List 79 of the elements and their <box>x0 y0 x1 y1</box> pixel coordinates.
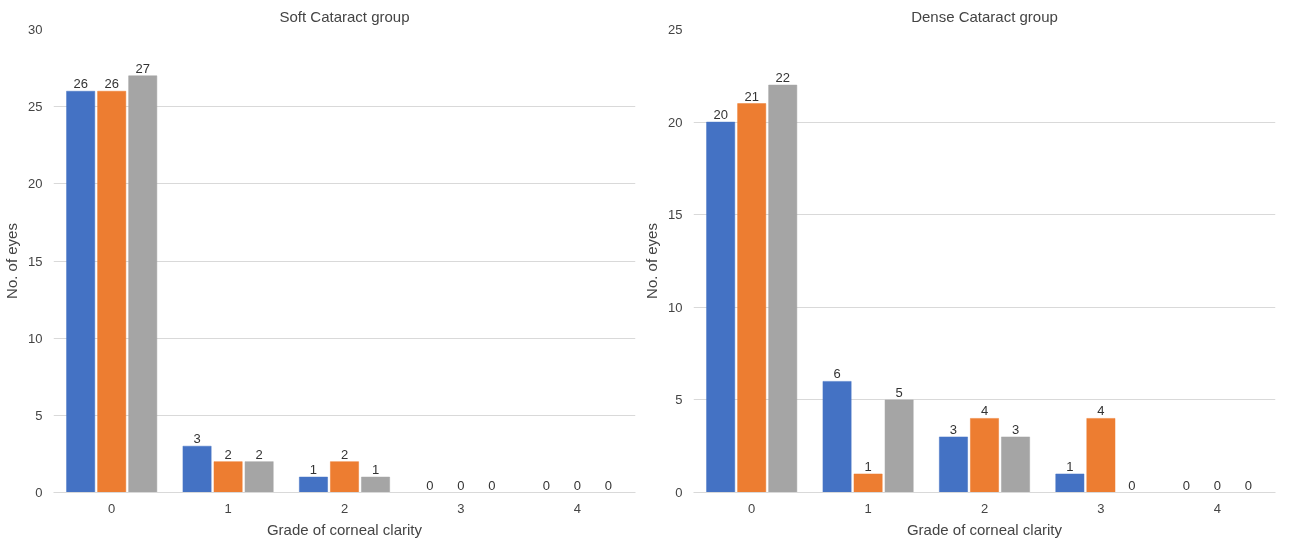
x-tick-label: 4 <box>573 500 581 516</box>
bar <box>66 90 96 493</box>
data-label: 2 <box>340 446 349 462</box>
y-axis-title: No. of eyes <box>643 223 661 299</box>
bar <box>1055 473 1085 493</box>
x-tick-label: 2 <box>340 500 349 516</box>
data-label: 2 <box>255 446 263 462</box>
y-tick-label: 0 <box>35 485 43 500</box>
bar <box>244 461 274 493</box>
x-tick-label: 3 <box>1097 500 1105 516</box>
chart-title: Soft Cataract group <box>279 7 410 25</box>
y-tick-label: 15 <box>28 253 43 269</box>
bar <box>768 84 798 493</box>
data-label: 0 <box>1182 477 1190 493</box>
bar <box>299 476 328 493</box>
bar <box>884 399 914 493</box>
data-label: 0 <box>604 477 612 493</box>
bar <box>970 418 999 493</box>
chart-title: Dense Cataract group <box>911 7 1058 25</box>
data-label: 21 <box>744 88 759 104</box>
x-tick-label: 3 <box>457 500 465 516</box>
data-label: 26 <box>73 76 88 92</box>
bar <box>822 381 852 493</box>
x-tick-label: 0 <box>748 500 756 516</box>
data-label: 1 <box>864 458 872 474</box>
y-tick-label: 15 <box>668 207 683 223</box>
bar <box>361 476 390 493</box>
data-label: 27 <box>135 60 150 76</box>
y-tick-label: 5 <box>675 392 683 408</box>
y-tick-label: 30 <box>28 22 43 37</box>
y-tick-label: 10 <box>668 299 683 315</box>
data-label: 4 <box>1097 403 1105 419</box>
data-label: 3 <box>193 431 201 447</box>
bar <box>1001 436 1030 493</box>
y-tick-label: 25 <box>668 22 683 37</box>
data-label: 20 <box>713 107 728 123</box>
data-label: 5 <box>895 384 903 400</box>
y-tick-label: 10 <box>28 330 43 346</box>
data-label: 6 <box>833 366 841 382</box>
data-label: 0 <box>1244 477 1252 493</box>
bar <box>128 75 158 493</box>
bar <box>706 121 736 493</box>
data-label: 0 <box>457 477 465 493</box>
data-label: 26 <box>104 76 119 92</box>
data-label: 0 <box>1128 477 1136 493</box>
data-label: 1 <box>1066 458 1074 474</box>
x-axis-title: Grade of corneal clarity <box>266 520 423 538</box>
data-label: 3 <box>949 421 958 437</box>
data-label: 3 <box>1011 421 1020 437</box>
y-tick-label: 20 <box>28 176 43 192</box>
data-label: 22 <box>775 70 790 86</box>
data-label: 0 <box>542 477 550 493</box>
y-tick-label: 20 <box>668 114 683 130</box>
x-tick-label: 1 <box>864 500 872 516</box>
y-tick-label: 5 <box>35 407 43 423</box>
bar <box>182 445 212 493</box>
y-tick-label: 0 <box>675 485 683 500</box>
data-label: 1 <box>309 462 318 478</box>
bar <box>1086 418 1116 493</box>
y-axis-title: No. of eyes <box>3 223 21 299</box>
x-tick-label: 4 <box>1213 500 1221 516</box>
x-axis-title: Grade of corneal clarity <box>906 520 1063 538</box>
x-tick-label: 1 <box>224 500 232 516</box>
bar <box>97 90 127 493</box>
x-tick-label: 2 <box>980 500 989 516</box>
bar <box>853 473 883 493</box>
data-label: 0 <box>573 477 581 493</box>
y-tick-label: 25 <box>28 99 43 115</box>
data-label: 0 <box>488 477 496 493</box>
x-tick-label: 0 <box>108 500 116 516</box>
bar <box>213 461 243 493</box>
data-label: 2 <box>224 446 232 462</box>
data-label: 1 <box>371 462 380 478</box>
data-label: 0 <box>1213 477 1221 493</box>
bar <box>737 103 767 493</box>
data-label: 0 <box>426 477 434 493</box>
bar <box>939 436 968 493</box>
data-label: 4 <box>980 403 989 419</box>
bar <box>330 461 359 493</box>
